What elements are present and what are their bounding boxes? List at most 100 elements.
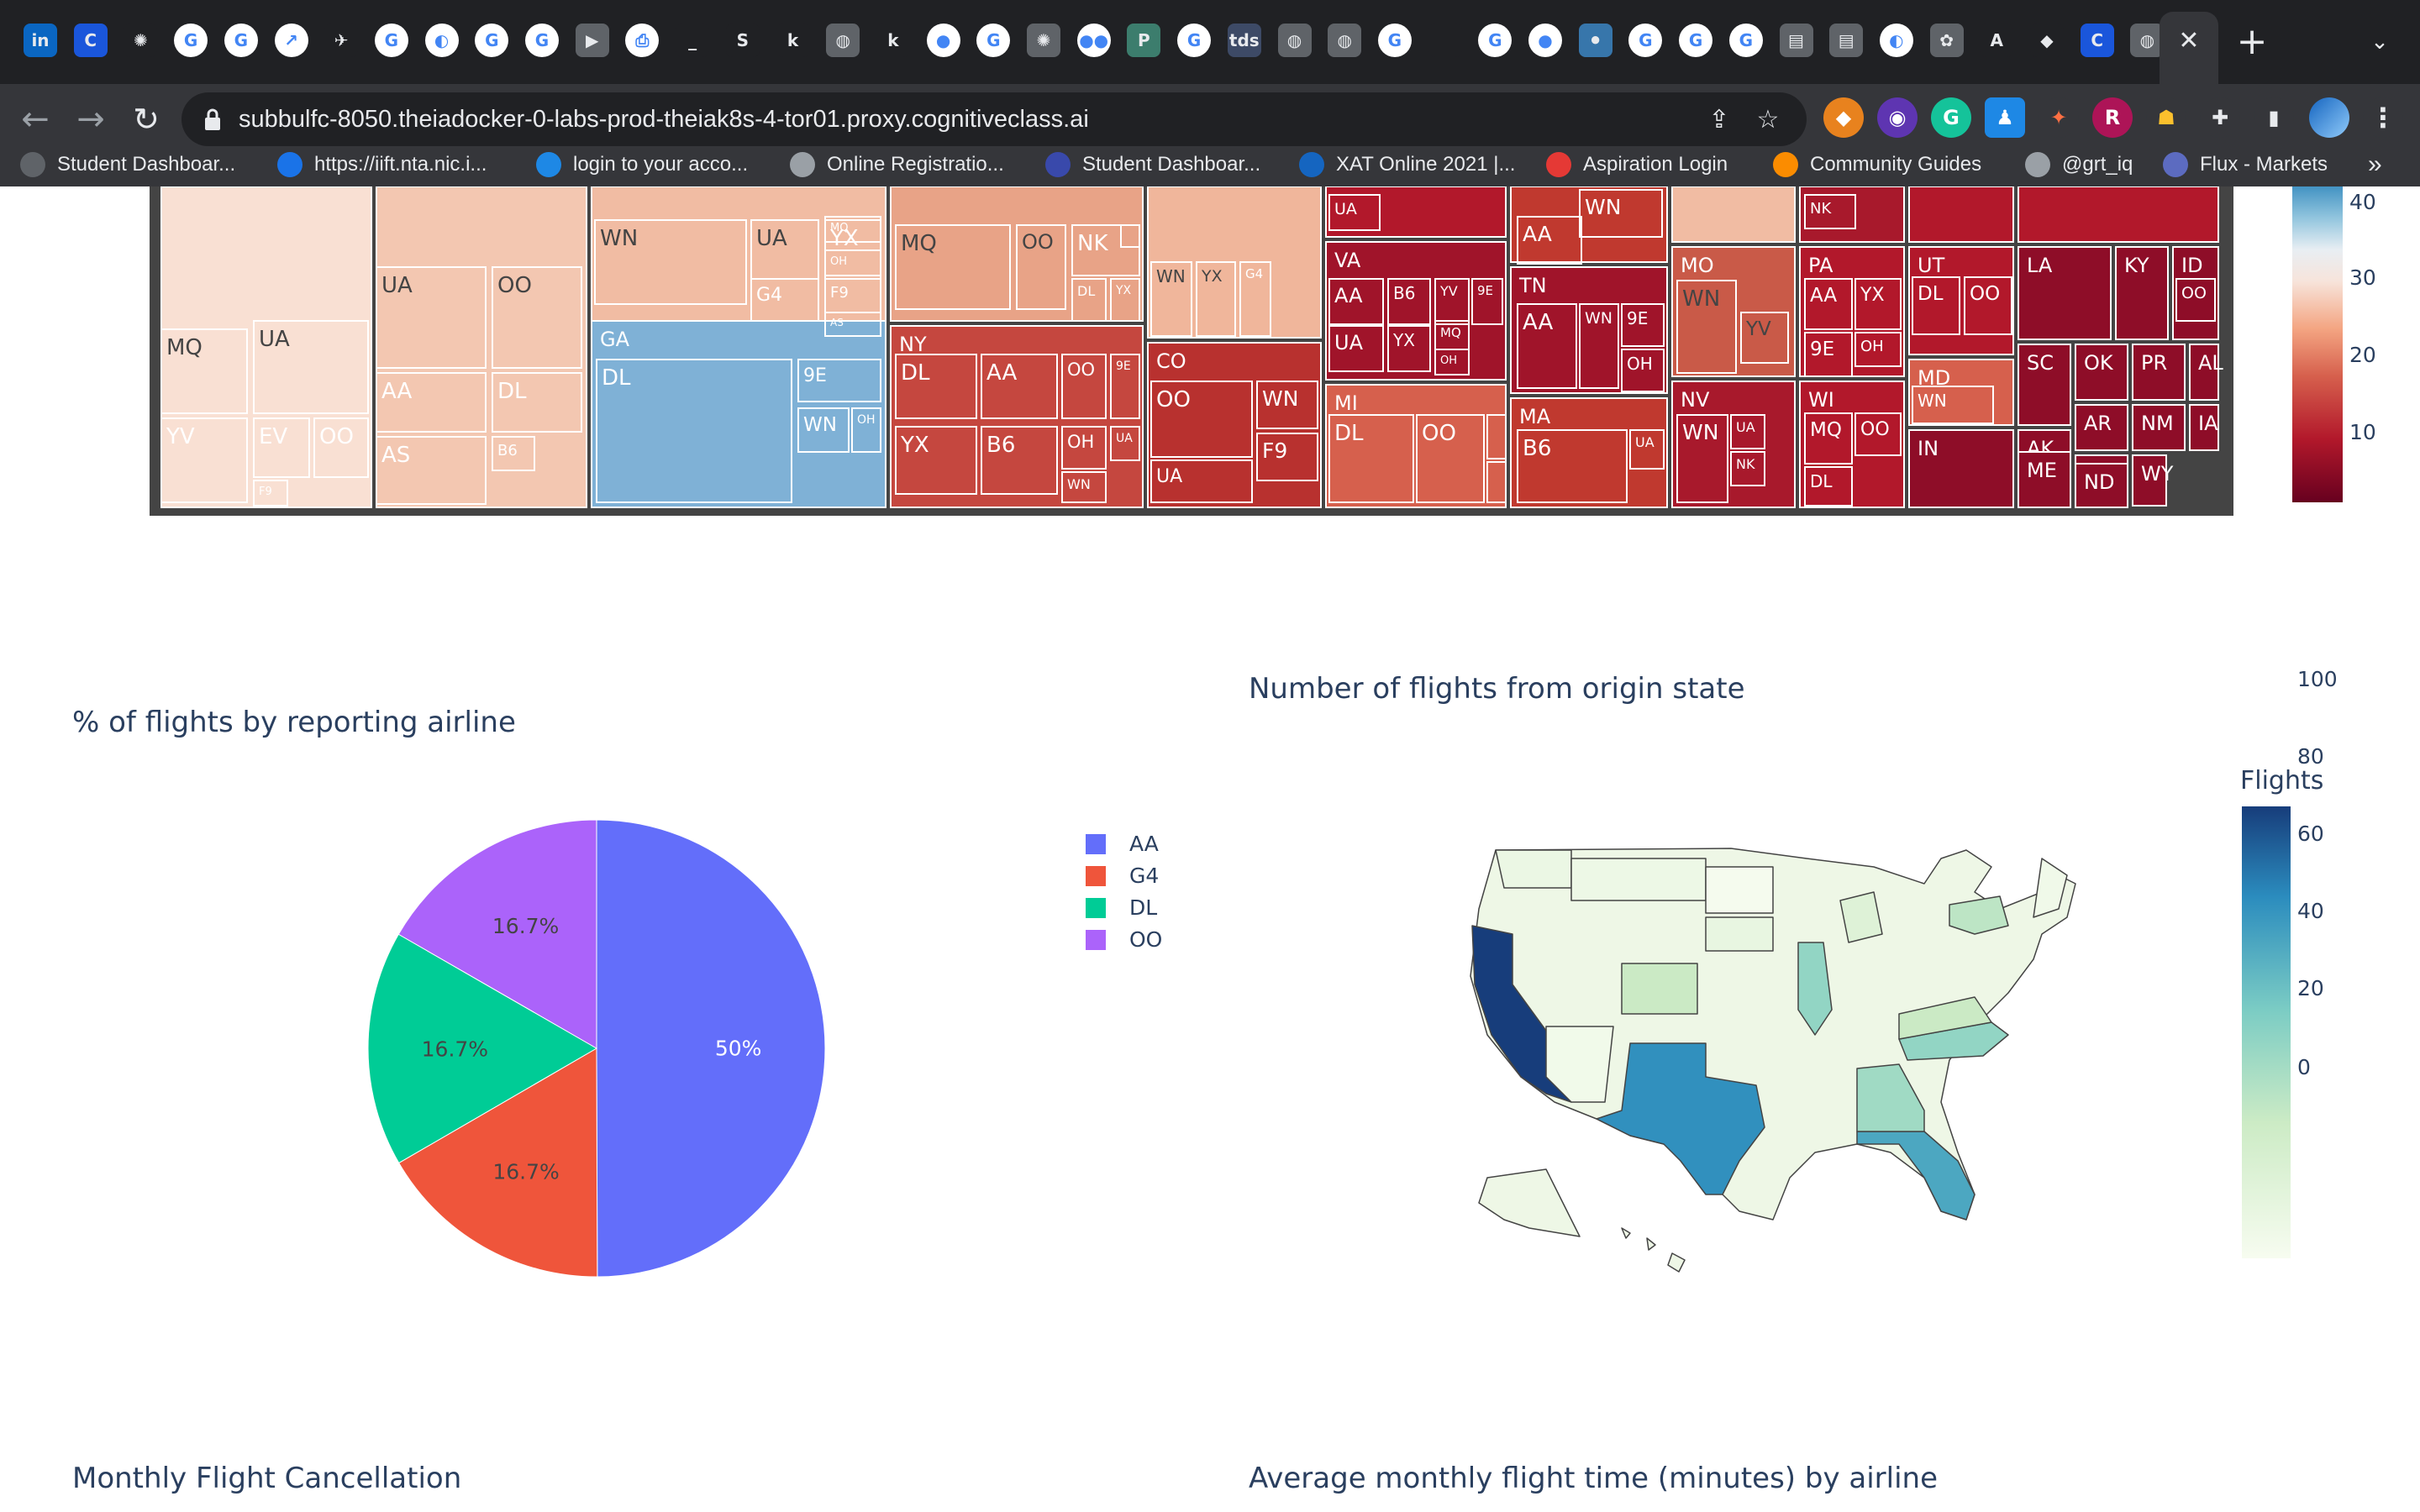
extension-rocket-icon[interactable]: ✦ <box>2039 97 2079 138</box>
tab-search-icon[interactable]: ⌄ <box>2370 29 2389 55</box>
map-state-me[interactable] <box>2033 858 2068 918</box>
openai-icon[interactable]: ✺ <box>1027 24 1060 57</box>
github-icon[interactable]: ● <box>1528 24 1562 57</box>
pie-slice-oo[interactable] <box>397 819 597 1049</box>
map-state-sd[interactable] <box>1705 916 1774 952</box>
map-state-az[interactable] <box>1545 1026 1614 1103</box>
google-icon[interactable]: G <box>224 24 258 57</box>
map-state-ny[interactable] <box>1949 895 2009 935</box>
map-state-il[interactable] <box>1797 942 1833 1036</box>
google-icon[interactable]: G <box>976 24 1011 57</box>
apple-icon[interactable] <box>1428 24 1462 57</box>
map-state-ak[interactable] <box>1478 1168 1581 1237</box>
s-icon[interactable]: S <box>725 24 760 57</box>
colab-icon[interactable]: ◐ <box>424 24 459 57</box>
pie-slice-aa[interactable] <box>596 819 826 1278</box>
slides-icon[interactable]: ▶ <box>575 24 609 57</box>
k-icon[interactable]: k <box>876 24 910 57</box>
google-icon[interactable]: G <box>1177 24 1212 57</box>
bookmark-2[interactable]: login to your acco... <box>536 143 748 186</box>
bookmark-6[interactable]: Aspiration Login <box>1546 143 1728 186</box>
chart-icon[interactable]: ↗ <box>274 24 308 57</box>
lock-tab-icon[interactable]: ⎙ <box>625 24 660 57</box>
map-state-wa[interactable] <box>1495 849 1572 889</box>
bookmark-1[interactable]: https://iift.nta.nic.i... <box>277 143 487 186</box>
colab-icon[interactable]: ◐ <box>1879 24 1913 57</box>
map-state-nd[interactable] <box>1705 866 1774 914</box>
globe-icon[interactable]: ◍ <box>2130 24 2165 57</box>
map-state-mt[interactable] <box>1570 858 1707 901</box>
medium-icon[interactable]: ●● <box>1076 24 1111 57</box>
pie-legend-item-oo[interactable]: OO <box>1086 927 1162 952</box>
new-tab-button[interactable]: + <box>2236 19 2268 63</box>
address-bar[interactable]: subbulfc-8050.theiadocker-0-labs-prod-th… <box>182 92 1807 146</box>
tds-icon[interactable]: tds <box>1227 24 1261 57</box>
ai-icon[interactable]: A <box>1980 24 2014 57</box>
unity-icon[interactable]: ✿ <box>1929 24 1964 57</box>
share-icon[interactable]: ⇪ <box>1708 104 1730 134</box>
map-state-ga[interactable] <box>1856 1063 1925 1132</box>
url-text[interactable]: subbulfc-8050.theiadocker-0-labs-prod-th… <box>239 106 1089 133</box>
map-state-tx[interactable] <box>1596 1042 1765 1195</box>
pie-slice-g4[interactable] <box>398 1047 598 1278</box>
coursera-icon[interactable]: C <box>73 24 108 57</box>
google-icon[interactable]: G <box>1478 24 1512 57</box>
pie-slice-dl[interactable] <box>367 933 597 1164</box>
forward-button[interactable]: → <box>76 100 105 139</box>
profile-avatar[interactable] <box>2309 97 2349 138</box>
linkedin-icon[interactable]: in <box>24 24 57 57</box>
google-icon[interactable]: G <box>174 24 208 57</box>
extension-r-icon[interactable]: R <box>2092 97 2133 138</box>
close-tab-icon[interactable]: ✕ <box>2178 25 2200 55</box>
terminal-icon[interactable]: _ <box>676 24 710 57</box>
map-state-mi[interactable] <box>1839 891 1883 943</box>
bookmark-4[interactable]: Student Dashboar... <box>1045 143 1260 186</box>
back-button[interactable]: ← <box>21 100 50 139</box>
extension-mask-icon[interactable]: ☗ <box>2146 97 2186 138</box>
github-icon[interactable]: ● <box>926 24 960 57</box>
bookmark-star-icon[interactable]: ☆ <box>1756 104 1780 134</box>
google-icon[interactable]: G <box>374 24 408 57</box>
google-icon[interactable]: G <box>475 24 509 57</box>
pie-legend-item-dl[interactable]: DL <box>1086 895 1157 920</box>
active-tab[interactable] <box>2160 12 2218 84</box>
openai-icon[interactable]: ✺ <box>124 24 158 57</box>
globe-icon[interactable]: ◍ <box>1277 24 1312 57</box>
grammarly-icon[interactable]: G <box>1931 97 1971 138</box>
globe-icon[interactable]: ◍ <box>826 24 860 57</box>
python-icon[interactable]: ⚫ <box>1578 24 1612 57</box>
bookmark-3[interactable]: Online Registratio... <box>790 143 1004 186</box>
extensions-puzzle-icon[interactable]: ✚ <box>2200 97 2240 138</box>
doc-icon[interactable]: ▤ <box>1829 24 1864 57</box>
globe-icon[interactable]: ◍ <box>1328 24 1362 57</box>
coursera-icon[interactable]: C <box>2080 24 2114 57</box>
extension-eye-icon[interactable]: ◉ <box>1877 97 1918 138</box>
reload-button[interactable]: ↻ <box>133 101 160 138</box>
more-bookmarks-button[interactable]: » <box>2368 150 2382 178</box>
pie-legend-item-aa[interactable]: AA <box>1086 832 1159 856</box>
google-icon[interactable]: G <box>1628 24 1663 57</box>
metamask-icon[interactable]: ◆ <box>1823 97 1864 138</box>
flight-icon[interactable]: ✈ <box>324 24 359 57</box>
bookmark-0[interactable]: Student Dashboar... <box>20 143 235 186</box>
google-icon[interactable]: G <box>1679 24 1713 57</box>
map-state-hi[interactable] <box>1621 1227 1686 1273</box>
diamond-icon[interactable]: ◆ <box>2030 24 2064 57</box>
p-icon[interactable]: P <box>1127 24 1161 57</box>
doc-icon[interactable]: ▤ <box>1779 24 1813 57</box>
k-icon[interactable]: k <box>776 24 810 57</box>
google-icon[interactable]: G <box>1377 24 1412 57</box>
extension-person-icon[interactable]: ♟ <box>1985 97 2025 138</box>
google-icon[interactable]: G <box>525 24 559 57</box>
bookmark-9[interactable]: Flux - Markets <box>2163 143 2328 186</box>
map-state-va[interactable] <box>1898 996 1992 1040</box>
bookmark-5[interactable]: XAT Online 2021 |... <box>1299 143 1515 186</box>
bookmark-7[interactable]: Community Guides <box>1773 143 1981 186</box>
menu-kebab-icon[interactable]: ⋮ <box>2363 97 2403 138</box>
pie-legend-item-g4[interactable]: G4 <box>1086 864 1159 888</box>
map-state-fl[interactable] <box>1856 1131 1975 1221</box>
bookmark-8[interactable]: @grt_iq <box>2025 143 2133 186</box>
google-icon[interactable]: G <box>1728 24 1763 57</box>
map-state-co[interactable] <box>1621 963 1698 1015</box>
side-panel-icon[interactable]: ▮ <box>2254 97 2294 138</box>
